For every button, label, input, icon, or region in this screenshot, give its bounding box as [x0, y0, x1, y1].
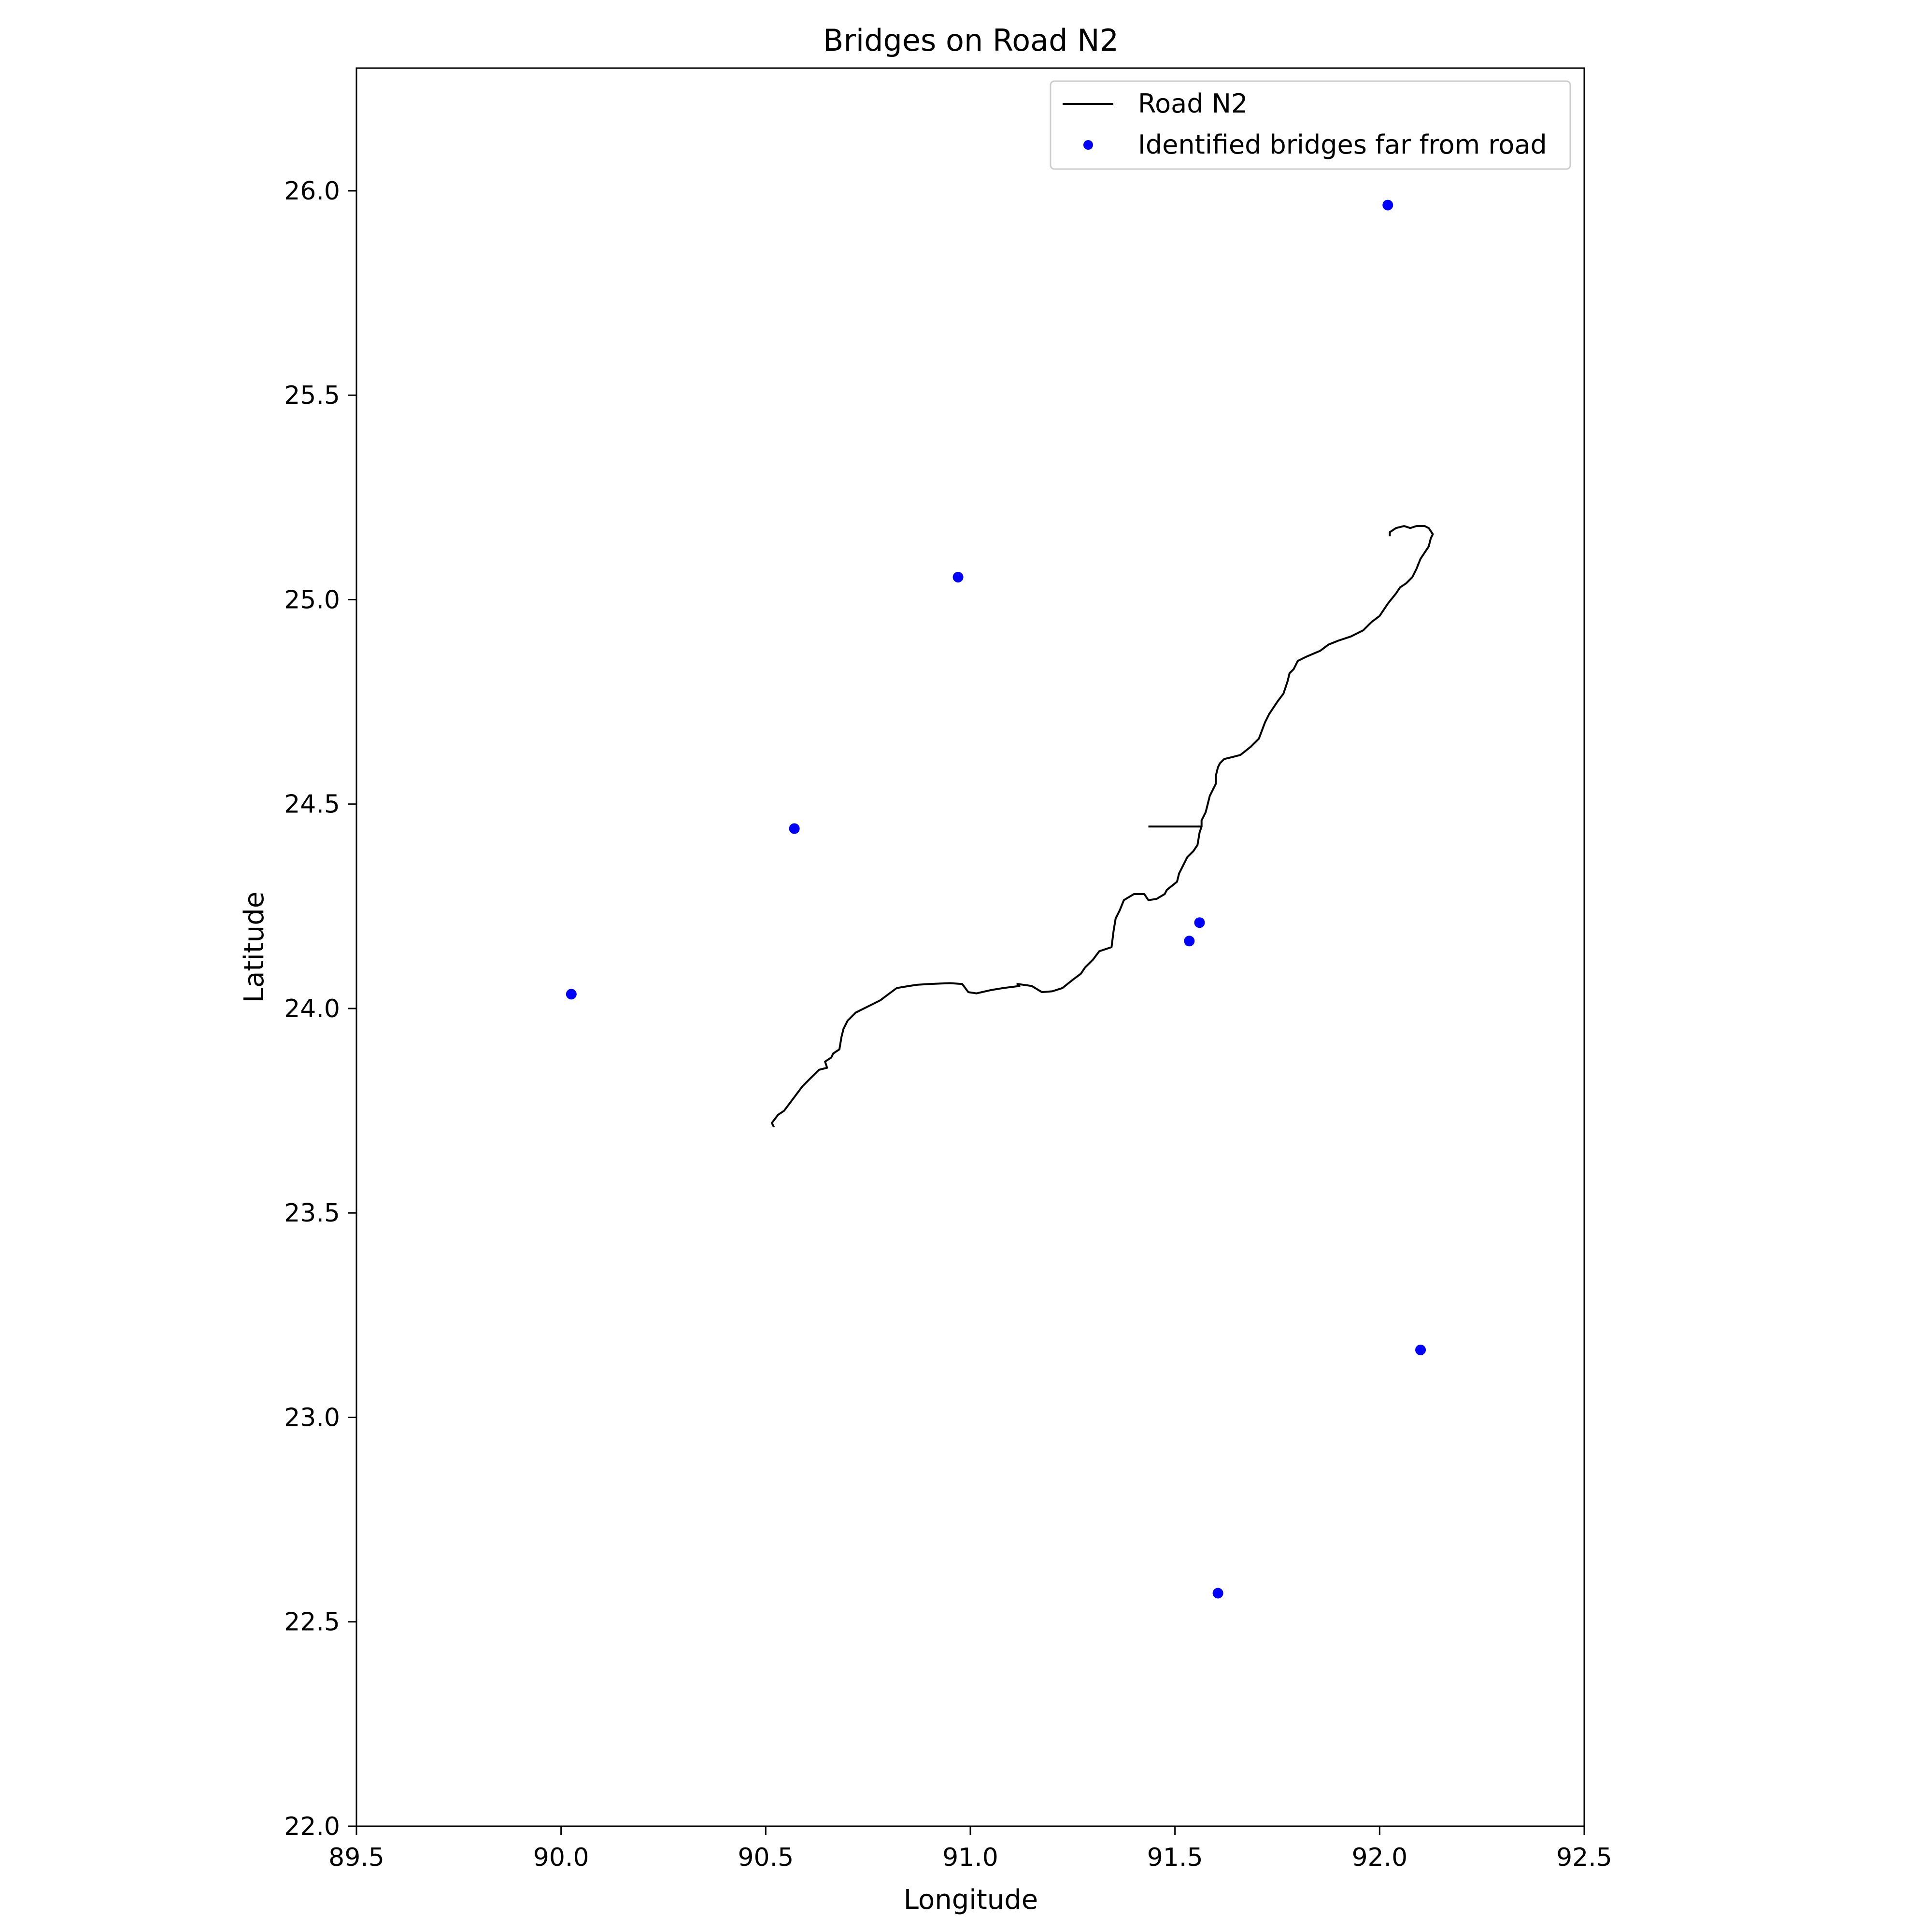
legend-bridge-swatch: [1083, 140, 1093, 150]
y-axis-label: Latitude: [239, 892, 270, 1003]
bridge-point: [789, 823, 800, 834]
bridge-point: [1184, 936, 1195, 947]
bridge-point: [1212, 1588, 1223, 1599]
x-axis: 89.5 90.0 90.5 91.0 91.5 92.0 92.5: [328, 1826, 1612, 1872]
y-tick-label: 23.0: [284, 1403, 340, 1432]
legend-road-label: Road N2: [1138, 88, 1248, 119]
bridge-point: [566, 989, 577, 1000]
legend-bridge-label: Identified bridges far from road: [1138, 129, 1547, 160]
y-tick-label: 24.0: [284, 994, 340, 1023]
x-tick-label: 92.5: [1556, 1843, 1612, 1872]
x-tick-label: 90.5: [738, 1843, 794, 1872]
y-tick-label: 22.0: [284, 1812, 340, 1841]
y-tick-label: 22.5: [284, 1608, 340, 1637]
x-axis-label: Longitude: [904, 1884, 1038, 1916]
y-tick-label: 26.0: [284, 177, 340, 206]
y-tick-label: 25.5: [284, 381, 340, 410]
y-tick-label: 24.5: [284, 790, 340, 819]
x-tick-label: 90.0: [533, 1843, 589, 1872]
bridge-point: [1415, 1344, 1426, 1355]
bridge-point: [1194, 917, 1205, 928]
bridge-point: [952, 571, 964, 582]
y-axis: 22.0 22.5 23.0 23.5 24.0 24.5 25.0 25.5 26.0: [284, 177, 356, 1841]
y-tick-label: 23.5: [284, 1199, 340, 1228]
chart-title: Bridges on Road N2: [823, 23, 1119, 58]
bridge-point: [1382, 199, 1393, 211]
road-n2-line: [771, 525, 1434, 1128]
plot-area: [566, 199, 1434, 1599]
legend-box: [1050, 80, 1571, 170]
x-tick-label: 91.0: [942, 1843, 998, 1872]
x-tick-label: 91.5: [1147, 1843, 1203, 1872]
x-tick-label: 89.5: [328, 1843, 384, 1872]
y-tick-label: 25.0: [284, 585, 340, 614]
legend: Road N2 Identified bridges far from road: [1050, 80, 1571, 170]
x-tick-label: 92.0: [1351, 1843, 1407, 1872]
